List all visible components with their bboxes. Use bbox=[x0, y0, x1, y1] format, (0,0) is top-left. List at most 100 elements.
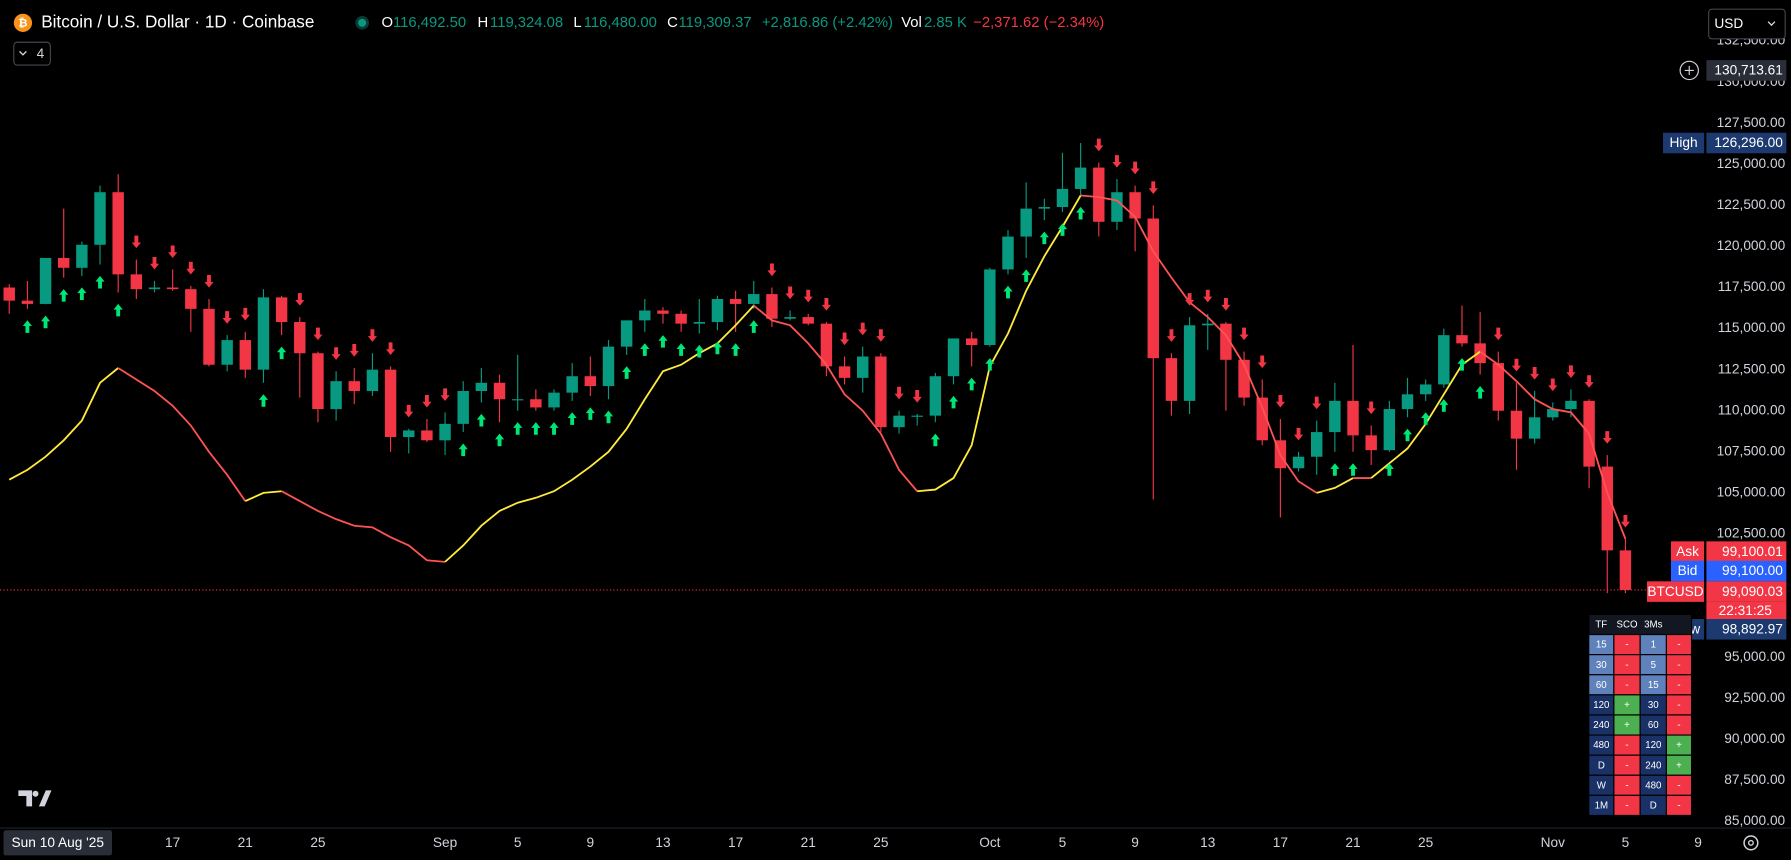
candle-body bbox=[1601, 466, 1613, 551]
indicators-toggle[interactable] bbox=[13, 41, 51, 66]
candle-body bbox=[1547, 409, 1559, 418]
candle-body bbox=[984, 269, 996, 346]
x-tick-label: Sun 10 Aug '25 bbox=[12, 835, 105, 850]
candle-body bbox=[802, 317, 814, 324]
candle-body bbox=[294, 322, 306, 354]
bitcoin-icon bbox=[13, 13, 33, 32]
y-tick-label: 95,000.00 bbox=[1724, 649, 1785, 664]
signal-table: TF SCO 3Ms 15 - 1 - 30 - 5 - 60 - 15 - 120 +30 - 240 +60 - 48… bbox=[1588, 613, 1693, 817]
price-label: 98,892.97 bbox=[1722, 621, 1783, 636]
table-cell-text: 5 bbox=[1651, 660, 1656, 671]
candle-body bbox=[239, 340, 252, 370]
candle-body bbox=[1510, 410, 1523, 439]
vol-label: Vol bbox=[901, 15, 922, 31]
trend-line bbox=[1479, 350, 1627, 540]
candle-body bbox=[1347, 400, 1359, 436]
sell-arrow bbox=[240, 307, 250, 321]
countdown: 22:31:25 bbox=[1719, 603, 1773, 618]
buy-arrow bbox=[40, 315, 51, 329]
overlay: 130,713.61 126,296.00 High 99,100.01 Ask 99,1… bbox=[1647, 60, 1787, 640]
add-alert-button[interactable] bbox=[1679, 60, 1699, 81]
candle-body bbox=[384, 369, 397, 438]
table-cell-text: 240 bbox=[1645, 760, 1662, 771]
candle-body bbox=[1002, 236, 1014, 270]
candle-body bbox=[221, 340, 233, 365]
candle-body bbox=[1492, 363, 1505, 411]
y-tick-label: 87,500.00 bbox=[1724, 772, 1785, 787]
table-cell-text: 15 bbox=[1648, 680, 1659, 691]
candle-body bbox=[1401, 394, 1414, 410]
sell-arrow bbox=[1620, 514, 1630, 528]
price-label-name: Bid bbox=[1678, 563, 1698, 578]
candle-body bbox=[185, 289, 197, 309]
price-label-box bbox=[1706, 619, 1787, 640]
candle-body bbox=[548, 392, 560, 408]
candle-body bbox=[1220, 323, 1232, 360]
candle-body bbox=[784, 317, 796, 319]
sell-arrow bbox=[1221, 298, 1231, 311]
trend-line bbox=[917, 195, 1082, 493]
price-label-tag bbox=[1670, 541, 1705, 562]
candle-body bbox=[693, 322, 705, 324]
candle-body bbox=[21, 300, 34, 304]
x-tick-label: 21 bbox=[238, 835, 253, 850]
buy-arrow bbox=[494, 433, 505, 447]
table-cell bbox=[1665, 794, 1693, 817]
candle-body bbox=[1056, 188, 1069, 208]
buy-arrow bbox=[1439, 399, 1449, 412]
ohlc-value: 119,309.37 bbox=[679, 15, 752, 31]
x-tick-label: 13 bbox=[655, 835, 671, 850]
x-tick-label: 25 bbox=[873, 835, 889, 850]
ohlc-legend: O 116,492.50 H 119,324.08 L 116,480.00 C 119,30… bbox=[382, 15, 752, 31]
sell-arrow bbox=[894, 386, 904, 400]
candle-body bbox=[1183, 325, 1196, 401]
buy-arrow bbox=[549, 422, 559, 435]
x-tick-label: 25 bbox=[1418, 835, 1434, 850]
trend-line bbox=[281, 490, 446, 563]
sell-arrow bbox=[295, 293, 305, 306]
y-tick-label: 125,000.00 bbox=[1717, 156, 1786, 171]
x-tick-label: 5 bbox=[514, 835, 522, 850]
sell-arrow bbox=[1584, 375, 1594, 388]
candle-body bbox=[657, 310, 669, 314]
currency-select[interactable] bbox=[1708, 8, 1786, 40]
chevron bbox=[19, 50, 27, 56]
candle-body bbox=[602, 346, 615, 387]
logo-dot bbox=[32, 790, 39, 797]
table-cell-text: - bbox=[1625, 660, 1628, 671]
buy-arrow bbox=[531, 422, 541, 435]
ohlc-value: 116,480.00 bbox=[584, 15, 657, 31]
sell-arrow bbox=[858, 322, 868, 336]
ohlc-value: 119,324.08 bbox=[490, 15, 563, 31]
y-tick-label: 107,500.00 bbox=[1717, 443, 1786, 458]
x-tick-label: 9 bbox=[1131, 835, 1139, 850]
sell-arrow bbox=[204, 275, 214, 288]
buy-arrow bbox=[622, 366, 632, 379]
price-label-name: High bbox=[1669, 135, 1697, 150]
sell-arrow bbox=[876, 329, 886, 342]
sell-arrow bbox=[1602, 431, 1612, 444]
candle-body bbox=[1147, 218, 1159, 359]
table-cell-text: - bbox=[1677, 680, 1680, 691]
trend-line bbox=[753, 304, 918, 492]
chevron bbox=[1767, 21, 1776, 27]
buy-arrow bbox=[22, 320, 32, 333]
sell-arrow bbox=[1257, 355, 1267, 369]
sell-arrow bbox=[803, 289, 813, 303]
settings-button[interactable] bbox=[1743, 835, 1759, 851]
buy-arrow bbox=[1384, 463, 1394, 476]
buy-arrow bbox=[1457, 358, 1467, 371]
sell-arrow bbox=[1548, 378, 1558, 392]
buy-arrow bbox=[95, 275, 105, 289]
sell-arrow bbox=[1094, 138, 1104, 152]
sell-arrow bbox=[222, 311, 232, 324]
table-header: 3Ms bbox=[1644, 620, 1662, 631]
candle-body bbox=[820, 323, 833, 367]
table-cell-text: - bbox=[1677, 640, 1680, 651]
sell-arrow bbox=[1493, 327, 1503, 341]
table-header: TF bbox=[1595, 620, 1607, 631]
candle-body bbox=[566, 376, 578, 393]
